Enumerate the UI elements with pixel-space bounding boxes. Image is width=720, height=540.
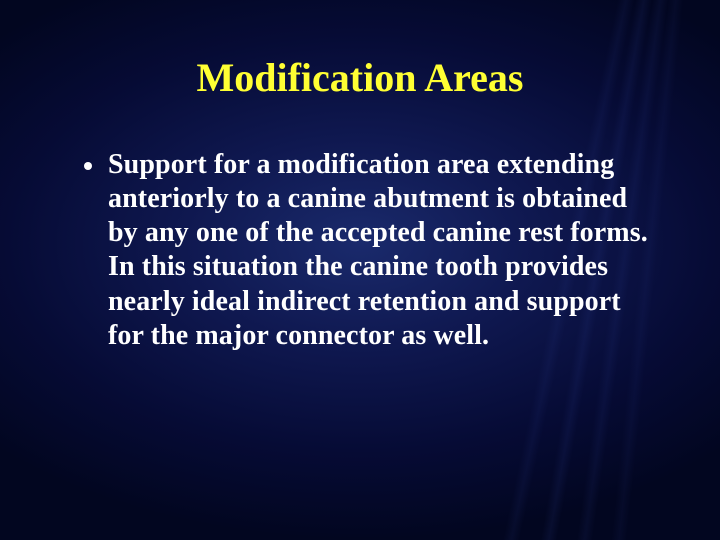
bullet-text: Support for a modification area extendin… [108, 148, 660, 353]
slide: Modification Areas Support for a modific… [0, 0, 720, 540]
bullet-marker-icon [84, 162, 92, 170]
bullet-item: Support for a modification area extendin… [84, 148, 660, 353]
slide-title: Modification Areas [0, 54, 720, 101]
